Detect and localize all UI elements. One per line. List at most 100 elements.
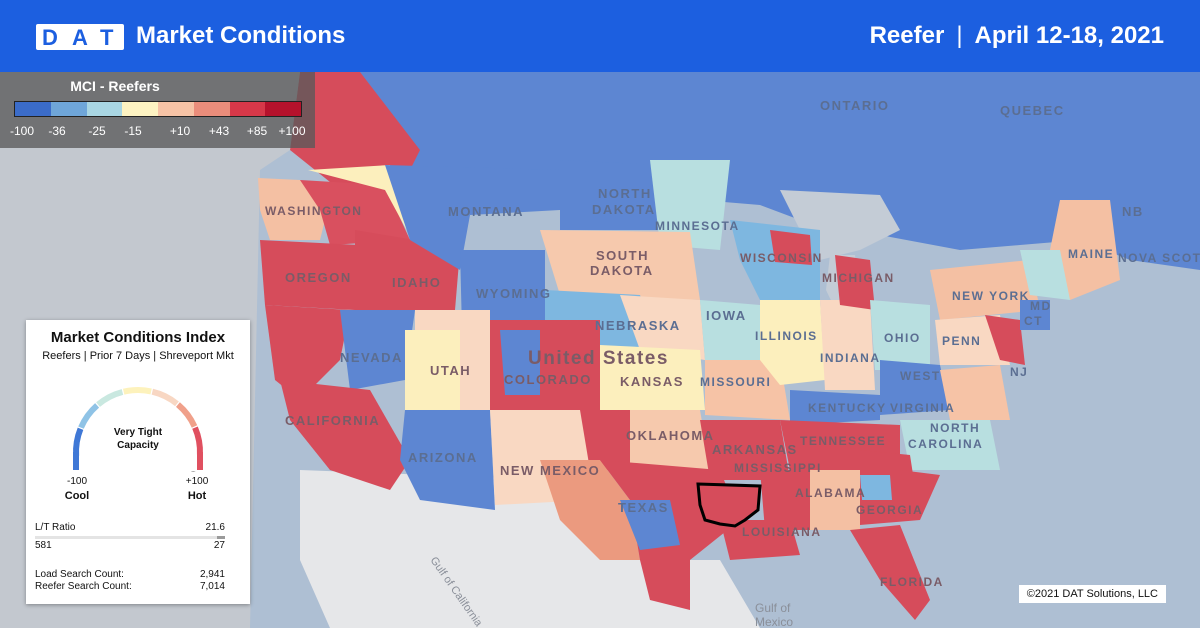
date-range: April 12-18, 2021 <box>974 22 1164 49</box>
label-colorado: COLORADO <box>504 372 592 387</box>
gauge-hot: Hot <box>187 490 207 502</box>
dat-logo: D A T <box>36 24 124 50</box>
label-nebraska: NEBRASKA <box>595 318 681 333</box>
label-alabama: ALABAMA <box>795 486 866 500</box>
label-md: MD <box>1030 299 1052 313</box>
lt-ratio-bar-fill <box>217 536 225 539</box>
label-gulf-of: Gulf of <box>755 601 791 615</box>
legend-swatch <box>50 102 87 116</box>
region-kentucky <box>790 390 880 425</box>
region-utah <box>415 310 490 410</box>
loads-value: 581 <box>35 540 52 551</box>
reefer-search-label: Reefer Search Count: <box>35 581 132 592</box>
region-north-dakota <box>560 160 660 230</box>
gauge-min: -100 <box>66 476 87 487</box>
market-conditions-card: Market Conditions Index Reefers | Prior … <box>26 320 250 604</box>
bc-region <box>290 72 420 190</box>
region-south-dakota <box>540 230 700 300</box>
legend-tick: +85 <box>246 124 268 138</box>
mci-legend: MCI - Reefers -100 -36 -25 -15 +10 +43 +… <box>0 72 315 148</box>
region-nevada-west <box>340 310 415 390</box>
region-north-carolina <box>900 420 1000 470</box>
lt-ratio-label: L/T Ratio <box>35 522 76 533</box>
card-title: Market Conditions Index <box>50 329 226 346</box>
region-ohio <box>870 300 930 370</box>
label-texas: TEXAS <box>618 500 669 515</box>
label-dakota: DAKOTA <box>592 202 656 217</box>
label-missouri: MISSOURI <box>700 375 771 389</box>
canada-region <box>320 72 1200 270</box>
region-michigan <box>835 255 875 310</box>
region-s-california <box>280 380 410 490</box>
legend-ticks: -100 -36 -25 -15 +10 +43 +85 +100 <box>0 124 315 140</box>
label-oregon: OREGON <box>285 270 352 285</box>
region-colorado-west <box>500 330 540 395</box>
legend-swatch <box>193 102 230 116</box>
logo-letter-t: T <box>100 25 114 50</box>
logo-letter-d: D <box>42 25 58 50</box>
mci-gauge <box>73 387 203 472</box>
legend-swatch <box>86 102 123 116</box>
region-vt-nh <box>1020 250 1070 300</box>
region-louisiana <box>720 520 800 560</box>
label-new-mexico: NEW MEXICO <box>500 463 600 478</box>
header-right: Reefer | April 12-18, 2021 <box>870 22 1164 50</box>
gauge-status-line2: Capacity <box>117 440 159 451</box>
region-new-york <box>930 260 1040 320</box>
legend-tick: +10 <box>169 124 191 138</box>
region-west-virginia <box>880 360 950 415</box>
gauge-segment <box>73 427 84 457</box>
page-title: Market Conditions <box>136 22 346 49</box>
label-virginia: VIRGINIA <box>890 401 955 415</box>
gauge-segment <box>192 426 203 455</box>
label-dakota-south: DAKOTA <box>590 263 654 278</box>
label-north: NORTH <box>598 186 652 201</box>
label-mississippi: MISSISSIPPI <box>734 461 822 475</box>
region-nj <box>985 315 1025 365</box>
region-florida <box>850 525 930 620</box>
lt-ratio-value: 21.6 <box>205 522 225 533</box>
label-minnesota: MINNESOTA <box>655 219 740 233</box>
region-w-texas <box>540 460 640 560</box>
label-mexico: Mexico <box>755 615 793 628</box>
shreveport-market-outline[interactable] <box>696 482 762 528</box>
label-nevada: NEVADA <box>340 350 403 365</box>
label-arkansas: ARKANSAS <box>712 442 798 457</box>
header-bar: D A T Market Conditions Reefer | April 12-… <box>0 0 1200 72</box>
legend-tick: -100 <box>9 124 35 138</box>
label-washington: WASHINGTON <box>265 204 362 218</box>
label-kansas: KANSAS <box>620 374 684 389</box>
region-arizona <box>400 410 495 510</box>
gauge-status: Very Tight Capacity <box>88 426 188 452</box>
gauge-cool: Cool <box>64 490 90 502</box>
region-minnesota <box>650 160 730 250</box>
gauge-segment <box>78 403 100 429</box>
legend-tick: +100 <box>278 124 306 138</box>
region-nevada-east <box>405 330 460 410</box>
region-wa-east <box>300 180 410 245</box>
label-wyoming: WYOMING <box>476 286 552 301</box>
label-idaho: IDAHO <box>392 275 441 290</box>
label-montana: MONTANA <box>448 204 524 219</box>
region-n-california <box>265 305 350 400</box>
equipment-type: Reefer <box>869 22 945 49</box>
region-s-texas <box>640 560 690 610</box>
gauge-segment <box>122 387 152 395</box>
legend-swatch <box>229 102 266 116</box>
gauge-status-line1: Very Tight <box>113 427 163 438</box>
legend-tick: -25 <box>88 124 106 138</box>
region-missouri <box>705 360 790 420</box>
lt-ratio-bar <box>35 536 225 539</box>
label-ohio: OHIO <box>884 331 921 345</box>
header-separator: | <box>956 22 963 49</box>
label-penn: PENN <box>942 334 981 348</box>
region-wa-ne <box>308 165 412 240</box>
market-map[interactable]: ONTARIO QUEBEC NORTH DAKOTA MONTANA WASH… <box>0 72 1200 628</box>
region-indiana <box>820 300 875 390</box>
label-south: SOUTH <box>596 248 649 263</box>
label-illinois: ILLINOIS <box>755 329 818 343</box>
region-georgia-blue <box>860 475 892 500</box>
label-west: WEST <box>900 369 941 383</box>
label-florida: FLORIDA <box>880 575 944 589</box>
label-ontario: ONTARIO <box>820 98 889 113</box>
